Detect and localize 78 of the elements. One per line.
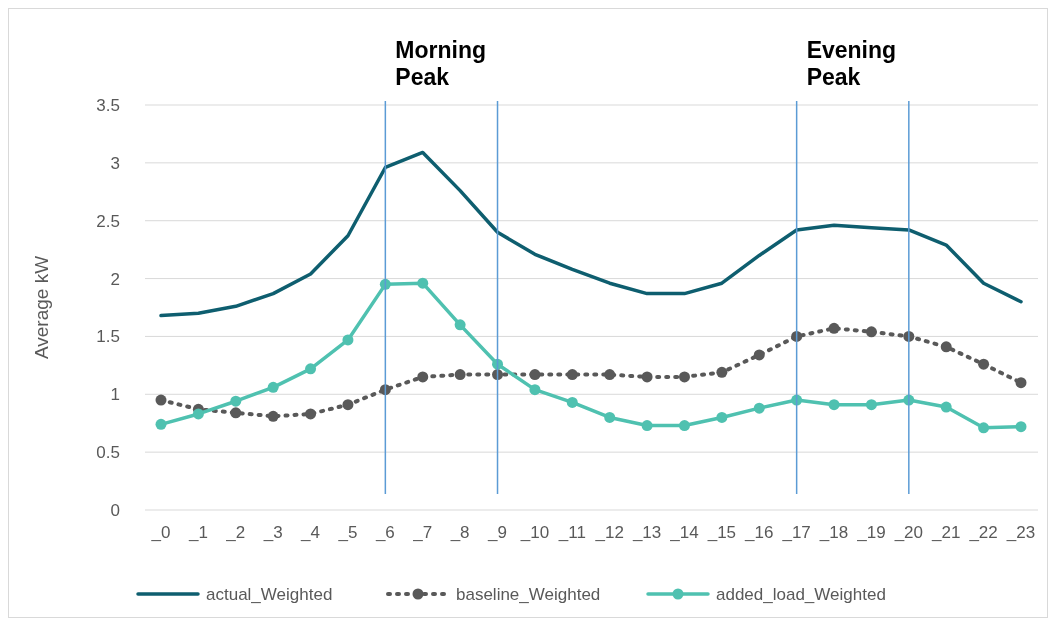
point	[305, 363, 317, 375]
x-tick-label: _16	[744, 523, 774, 542]
point	[828, 322, 840, 334]
y-tick-label: 1.5	[96, 327, 120, 347]
point	[828, 399, 840, 411]
point	[454, 369, 466, 381]
point	[566, 396, 578, 408]
legend-label: baseline_Weighted	[456, 584, 601, 604]
point	[305, 408, 317, 420]
point	[417, 371, 429, 383]
x-tick-label: _14	[669, 523, 699, 542]
x-tick-label: _4	[300, 523, 321, 542]
x-tick-label: _12	[594, 523, 624, 542]
point	[865, 326, 877, 338]
ref-line-label: Morning Peak	[395, 37, 487, 90]
x-tick-label: _7	[412, 523, 433, 542]
point	[566, 369, 578, 381]
x-tick-label: _19	[856, 523, 886, 542]
point	[716, 411, 728, 423]
x-tick-label: _13	[631, 523, 662, 542]
legend-label: actual_Weighted	[206, 584, 333, 604]
point	[267, 410, 279, 422]
point	[529, 384, 541, 396]
y-tick-label: 2.5	[96, 211, 120, 231]
point	[978, 358, 990, 370]
point	[753, 349, 765, 361]
x-tick-label: _8	[449, 523, 470, 542]
x-tick-label: _10	[519, 523, 550, 542]
point	[267, 381, 279, 393]
y-tick-label: 1	[110, 385, 120, 405]
point	[417, 277, 429, 289]
y-tick-label: 0.5	[96, 443, 120, 463]
y-tick-label: 2	[110, 269, 120, 289]
point	[978, 422, 990, 434]
x-tick-label: _9	[487, 523, 507, 542]
point	[641, 371, 653, 383]
point	[1015, 421, 1027, 433]
x-tick-label: _15	[706, 523, 737, 542]
point	[342, 334, 354, 346]
point	[155, 418, 167, 430]
point	[716, 366, 728, 378]
x-tick-label: _6	[374, 523, 395, 542]
line-series	[159, 150, 1023, 318]
x-tick-label: _11	[557, 523, 586, 542]
y-tick-label: 0	[110, 500, 120, 520]
x-tick-label: _3	[262, 523, 283, 542]
point	[529, 369, 541, 381]
y-tick-label: 3.5	[96, 95, 120, 115]
point	[604, 411, 616, 423]
point	[678, 371, 690, 383]
point	[641, 420, 653, 432]
x-tick-label: _18	[818, 523, 849, 542]
point	[155, 394, 167, 406]
x-tick-label: _17	[781, 523, 811, 542]
point	[192, 408, 204, 420]
x-tick-label: _1	[187, 523, 208, 542]
point	[865, 399, 877, 411]
x-tick-label: _23	[1005, 523, 1036, 542]
point	[454, 319, 466, 331]
y-axis-title: Average kW	[31, 255, 52, 360]
point	[230, 395, 242, 407]
x-tick-label: _0	[150, 523, 171, 542]
x-tick-label: _5	[337, 523, 358, 542]
legend-label: added_load_Weighted	[716, 584, 886, 604]
x-tick-label: _22	[968, 523, 998, 542]
point	[1015, 377, 1027, 389]
x-tick-label: _2	[225, 523, 246, 542]
y-tick-label: 3	[110, 153, 120, 173]
point	[940, 401, 952, 413]
x-tick-label: _21	[931, 523, 961, 542]
ref-line-label: Evening Peak	[806, 37, 897, 90]
point	[342, 399, 354, 411]
x-tick-label: _20	[893, 523, 924, 542]
point	[753, 402, 765, 414]
point	[678, 420, 690, 432]
point	[604, 369, 616, 381]
point	[230, 407, 242, 419]
point	[940, 341, 952, 353]
